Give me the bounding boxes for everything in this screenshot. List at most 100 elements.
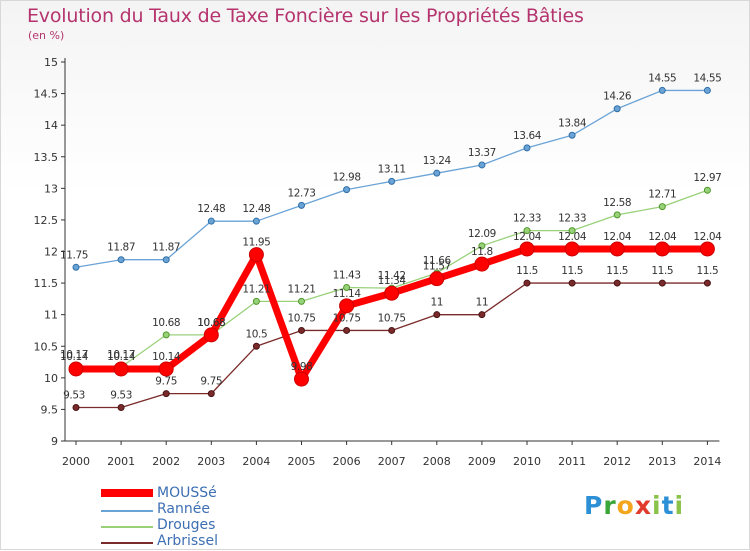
data-point-mousse (474, 256, 490, 272)
data-point-mousse (339, 298, 355, 314)
data-label-drouges: 12.71 (648, 189, 676, 201)
data-label-rannée: 11.75 (60, 249, 88, 261)
data-label-arbrissel: 10.5 (246, 328, 268, 340)
x-tick-label: 2008 (423, 455, 451, 468)
data-point-rannée (72, 263, 80, 271)
data-point-arbrissel (343, 326, 351, 334)
data-label-moussé: 12.04 (603, 231, 632, 243)
legend-label-mousse: MOUSSé (157, 485, 217, 501)
legend-swatch-arbrissel (101, 542, 153, 544)
legend-swatch-rannee (101, 510, 153, 512)
data-point-mousse (699, 241, 715, 257)
x-tick-label: 2003 (197, 455, 225, 468)
data-point-drouges (252, 297, 260, 305)
data-point-arbrissel (523, 279, 531, 287)
data-labels: 10.14 10.14 10.1410.6811.959.9811.1411.341… (60, 72, 723, 402)
data-label-moussé: 12.04 (513, 231, 542, 243)
data-point-arbrissel (72, 404, 80, 412)
data-label-drouges: 12.97 (693, 172, 721, 184)
data-label-arbrissel: 11 (431, 297, 444, 309)
data-point-rannée (703, 86, 711, 94)
data-point-drouges (162, 331, 170, 339)
x-tick-label: 2006 (333, 455, 361, 468)
y-tick-label: 14 (44, 119, 58, 132)
data-label-drouges: 11.21 (287, 283, 315, 295)
proxiti-logo: Proxiti (584, 491, 685, 520)
y-tick-label: 10 (44, 372, 58, 385)
y-tick-label: 9.5 (41, 403, 59, 416)
y-tick-label: 11 (44, 309, 58, 322)
data-point-rannée (613, 105, 621, 113)
data-point-arbrissel (298, 326, 305, 334)
legend-swatch-drouges (101, 526, 153, 528)
data-label-drouges: 11.43 (333, 270, 361, 282)
data-point-rannée (658, 86, 666, 94)
data-label-arbrissel: 11.5 (697, 265, 719, 277)
data-label-drouges: 11.21 (242, 283, 270, 295)
x-tick-label: 2009 (468, 455, 496, 468)
data-point-mousse (248, 247, 264, 263)
data-label-moussé: 9.98 (291, 361, 313, 373)
data-point-mousse (203, 327, 219, 343)
data-label-drouges: 10.17 (107, 349, 135, 361)
data-label-rannée: 12.48 (242, 203, 270, 215)
x-tick-label: 2000 (62, 455, 90, 468)
y-tick-label: 10.5 (34, 340, 59, 353)
data-point-mousse (564, 241, 580, 257)
data-label-moussé: 11.57 (423, 261, 451, 273)
legend-swatch-mousse (101, 489, 153, 497)
data-point-mousse (113, 361, 129, 377)
y-tick-label: 14.5 (34, 88, 59, 101)
series-lines (68, 86, 715, 412)
data-point-arbrissel (478, 311, 486, 319)
data-label-arbrissel: 9.75 (200, 376, 222, 388)
data-label-drouges: 11.42 (378, 270, 406, 282)
data-label-rannée: 13.11 (378, 163, 406, 175)
data-point-rannée (523, 144, 531, 152)
data-label-drouges: 12.09 (468, 228, 496, 240)
data-label-arbrissel: 9.53 (63, 390, 85, 402)
data-point-drouges (613, 211, 621, 219)
data-label-rannée: 14.55 (693, 72, 721, 84)
data-point-rannée (207, 217, 215, 225)
data-label-drouges: 10.68 (152, 317, 180, 329)
data-label-drouges: 11.66 (423, 255, 452, 267)
y-tick-label: 11.5 (34, 277, 59, 290)
series-line-arbrissel (75, 282, 709, 409)
data-point-rannée (162, 256, 170, 264)
legend-label-drouges: Drouges (157, 517, 216, 533)
x-tick-label: 2002 (152, 455, 180, 468)
y-tick-label: 13 (44, 182, 58, 195)
data-label-rannée: 14.55 (648, 72, 676, 84)
data-point-rannée (117, 256, 125, 264)
data-label-drouges: 10.17 (60, 349, 88, 361)
data-label-drouges: 10.68 (197, 317, 225, 329)
data-point-mousse (68, 361, 84, 377)
x-tick-label: 2005 (288, 455, 316, 468)
data-point-arbrissel (703, 279, 711, 287)
data-label-rannée: 13.64 (513, 130, 542, 142)
x-tick-label: 2010 (513, 455, 541, 468)
data-point-drouges (478, 242, 486, 250)
x-tick-label: 2004 (242, 455, 270, 468)
data-label-arbrissel: 10.75 (333, 312, 361, 324)
data-point-drouges (658, 203, 666, 211)
data-label-moussé: 10.14 (152, 351, 181, 363)
data-label-moussé: 11.95 (242, 237, 270, 249)
data-point-rannée (433, 169, 441, 177)
data-label-moussé: 11.34 (378, 275, 407, 287)
data-label-rannée: 11.87 (107, 242, 135, 254)
unit-label: (en %) (28, 29, 65, 42)
data-label-moussé: 11.14 (333, 288, 362, 300)
data-point-mousse (609, 241, 625, 257)
y-tick-label: 12.5 (34, 214, 59, 227)
data-label-rannée: 13.84 (558, 117, 587, 129)
x-tick-label: 2001 (107, 455, 135, 468)
data-label-arbrissel: 11.5 (651, 265, 673, 277)
data-label-arbrissel: 10.75 (378, 312, 406, 324)
data-label-arbrissel: 11 (476, 297, 489, 309)
y-tick-label: 13.5 (34, 151, 59, 164)
chart-title: Evolution du Taux de Taxe Foncière sur l… (27, 5, 584, 27)
data-label-moussé: 10.14 (60, 351, 89, 363)
